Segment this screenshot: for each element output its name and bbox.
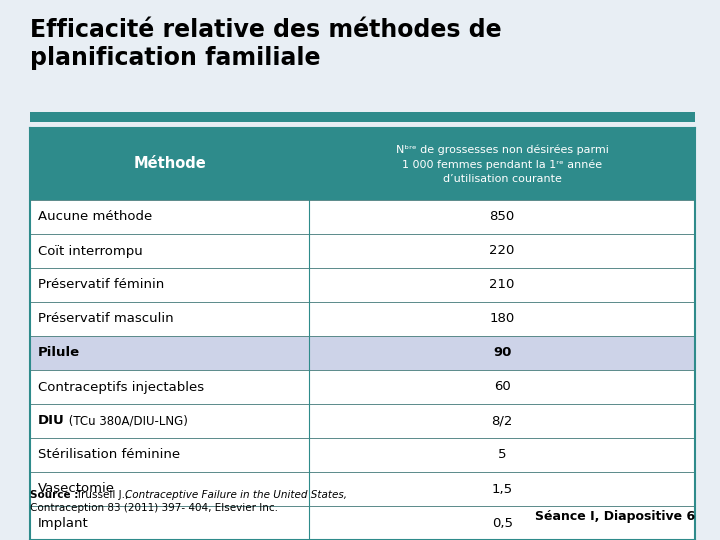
Text: 850: 850 [490,211,515,224]
Text: Préservatif masculin: Préservatif masculin [38,313,174,326]
Bar [30,302,695,336]
Text: Implant: Implant [38,516,89,530]
Bar [30,370,695,404]
Text: Vasectomie: Vasectomie [38,483,115,496]
Bar [30,112,695,122]
Text: 60: 60 [494,381,510,394]
Text: Aucune méthode: Aucune méthode [38,211,152,224]
Text: 1,5: 1,5 [492,483,513,496]
Bar [30,268,695,302]
Text: Source :: Source : [30,490,78,500]
Text: Trussell J.,: Trussell J., [73,490,132,500]
Text: Contraceptive Failure in the United States,: Contraceptive Failure in the United Stat… [125,490,347,500]
Text: DIU: DIU [38,415,65,428]
Bar [30,234,695,268]
Text: Séance I, Diapositive 6: Séance I, Diapositive 6 [535,510,695,523]
Text: Contraceptifs injectables: Contraceptifs injectables [38,381,204,394]
Text: 5: 5 [498,449,506,462]
Text: Nᵇʳᵉ de grossesses non désirées parmi
1 000 femmes pendant la 1ʳᵉ année
d’utilis: Nᵇʳᵉ de grossesses non désirées parmi 1 … [396,144,608,184]
Text: (TCu 380A/DIU-LNG): (TCu 380A/DIU-LNG) [65,415,188,428]
Text: Méthode: Méthode [133,157,206,172]
Text: Stérilisation féminine: Stérilisation féminine [38,449,180,462]
Bar [30,336,695,370]
Text: Efficacité relative des méthodes de
planification familiale: Efficacité relative des méthodes de plan… [30,18,502,70]
Text: 8/2: 8/2 [492,415,513,428]
Text: Coït interrompu: Coït interrompu [38,245,143,258]
Bar [30,200,695,234]
Text: Préservatif féminin: Préservatif féminin [38,279,164,292]
Bar [30,404,695,438]
Bar [30,128,695,200]
Bar [30,472,695,506]
Text: Pilule: Pilule [38,347,80,360]
Text: 210: 210 [490,279,515,292]
Text: 90: 90 [493,347,511,360]
Text: 220: 220 [490,245,515,258]
Text: Contraception 83 (2011) 397- 404, Elsevier Inc.: Contraception 83 (2011) 397- 404, Elsevi… [30,503,278,513]
Bar [30,506,695,540]
Text: 180: 180 [490,313,515,326]
Bar [30,438,695,472]
Text: 0,5: 0,5 [492,516,513,530]
